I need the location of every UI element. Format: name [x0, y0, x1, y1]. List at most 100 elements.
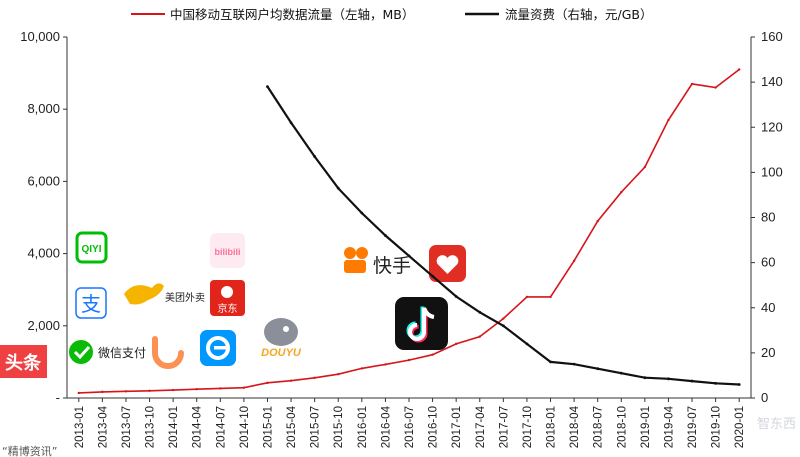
svg-text:美团外卖: 美团外卖 [165, 291, 205, 304]
data-point-traffic-price [667, 377, 670, 381]
source-note: “精博资讯” [2, 445, 57, 457]
legend-label-traffic-price: 流量资费（右轴，元/GB） [505, 7, 652, 22]
x-tick-label: 2017-07 [498, 406, 510, 448]
data-point-traffic-price [431, 274, 434, 278]
iqiyi-icon: QIYI [75, 231, 108, 264]
right-tick-label: 40 [761, 300, 775, 315]
data-point-data-traffic [478, 335, 481, 338]
data-point-data-traffic [171, 388, 175, 392]
bilibili-icon: bilibili [210, 233, 245, 268]
data-point-traffic-price [454, 295, 458, 298]
svg-text:DOUYU: DOUYU [261, 347, 302, 359]
data-point-data-traffic [525, 295, 529, 299]
x-tick-label: 2014-04 [192, 405, 204, 448]
data-point-data-traffic [148, 389, 151, 392]
x-tick-label: 2013-01 [74, 406, 86, 448]
douyu-icon: DOUYU [261, 318, 302, 359]
x-tick-label: 2016-01 [357, 406, 369, 448]
data-point-traffic-price [525, 342, 529, 346]
app-logos: QIYI bilibili 支 美团外卖 京东 微信支付 [0, 231, 466, 378]
data-point-traffic-price [313, 155, 317, 158]
data-point-traffic-price [643, 376, 647, 380]
data-point-data-traffic [101, 390, 104, 394]
x-tick-label: 2013-04 [97, 405, 109, 448]
data-point-data-traffic [596, 219, 599, 223]
x-tick-label: 2016-10 [428, 406, 440, 448]
data-point-data-traffic [667, 118, 670, 122]
svg-text:QIYI: QIYI [81, 244, 101, 255]
series-points [77, 68, 741, 395]
data-point-data-traffic [643, 165, 647, 169]
right-tick-label: 20 [761, 345, 775, 360]
x-tick-label: 2018-07 [593, 406, 605, 448]
tiktok-icon [395, 297, 448, 350]
data-point-data-traffic [313, 376, 316, 379]
wechat-pay-icon: 微信支付 [69, 340, 146, 364]
x-tick-label: 2018-10 [616, 406, 628, 448]
x-tick-label: 2015-04 [286, 405, 298, 448]
x-tick-label: 2013-10 [145, 406, 157, 448]
data-point-data-traffic [266, 381, 269, 385]
x-tick-label: 2019-07 [687, 406, 699, 448]
right-tick-label: 140 [761, 74, 783, 89]
data-point-data-traffic [620, 191, 623, 194]
svg-text:支: 支 [81, 292, 101, 316]
data-point-data-traffic [195, 387, 198, 391]
left-tick-label: 6,000 [27, 173, 60, 188]
data-point-data-traffic [360, 367, 364, 370]
x-tick-label: 2013-07 [121, 406, 133, 448]
legend: 中国移动互联网户均数据流量（左轴，MB） 流量资费（右轴，元/GB） [131, 7, 652, 22]
data-point-data-traffic [714, 86, 717, 89]
data-point-data-traffic [431, 353, 434, 356]
watermark: 智东西 [757, 417, 796, 432]
data-point-traffic-price [289, 121, 293, 125]
right-axis-ticks: 0 20 40 60 80 100 120 140 160 [751, 29, 783, 405]
pinduoduo-icon [429, 245, 466, 282]
jd-icon: 京东 [210, 280, 245, 316]
meituan-icon: 美团外卖 [124, 283, 205, 305]
data-point-traffic-price [549, 360, 552, 364]
data-point-data-traffic [337, 372, 340, 376]
right-tick-label: 0 [761, 390, 768, 405]
data-point-traffic-price [266, 85, 269, 89]
data-point-traffic-price [478, 310, 482, 314]
data-point-data-traffic [219, 387, 222, 390]
x-tick-label: 2018-01 [546, 406, 558, 448]
svg-text:京东: 京东 [218, 302, 238, 315]
right-tick-label: 100 [761, 164, 783, 179]
data-point-data-traffic [572, 259, 576, 263]
left-tick-label: 8,000 [27, 101, 60, 116]
data-point-data-traffic [549, 295, 552, 299]
data-point-traffic-price [384, 234, 387, 237]
data-point-traffic-price [596, 367, 600, 371]
data-point-traffic-price [336, 186, 340, 190]
data-point-data-traffic [124, 390, 128, 393]
x-tick-label: 2018-04 [569, 405, 581, 448]
x-tick-label: 2020-01 [734, 406, 746, 448]
x-tick-label: 2016-07 [404, 406, 416, 448]
data-point-data-traffic [738, 68, 741, 71]
didi-icon [147, 330, 189, 369]
x-tick-label: 2017-01 [451, 406, 463, 448]
data-point-data-traffic [502, 317, 505, 320]
x-tick-label: 2015-10 [333, 406, 345, 448]
left-tick-label: 2,000 [27, 318, 60, 333]
data-point-data-traffic [384, 363, 387, 366]
left-tick-label: 10,000 [20, 29, 60, 44]
x-tick-label: 2014-01 [168, 406, 180, 448]
data-point-traffic-price [619, 371, 623, 375]
data-point-data-traffic [690, 82, 694, 86]
svg-text:快手: 快手 [373, 255, 411, 277]
x-tick-label: 2014-10 [239, 406, 251, 448]
legend-label-data-traffic: 中国移动互联网户均数据流量（左轴，MB） [170, 7, 414, 22]
x-tick-label: 2014-07 [215, 406, 227, 448]
data-point-traffic-price [737, 383, 741, 386]
x-axis-ticks: 2013-01 2013-04 2013-07 2013-10 2014-01 2014-… [74, 398, 746, 448]
x-tick-label: 2015-07 [310, 406, 322, 448]
data-point-data-traffic [454, 342, 458, 346]
eleme-icon [200, 330, 236, 366]
data-point-data-traffic [289, 379, 293, 382]
x-tick-label: 2017-10 [522, 406, 534, 448]
x-tick-label: 2019-01 [640, 406, 652, 448]
